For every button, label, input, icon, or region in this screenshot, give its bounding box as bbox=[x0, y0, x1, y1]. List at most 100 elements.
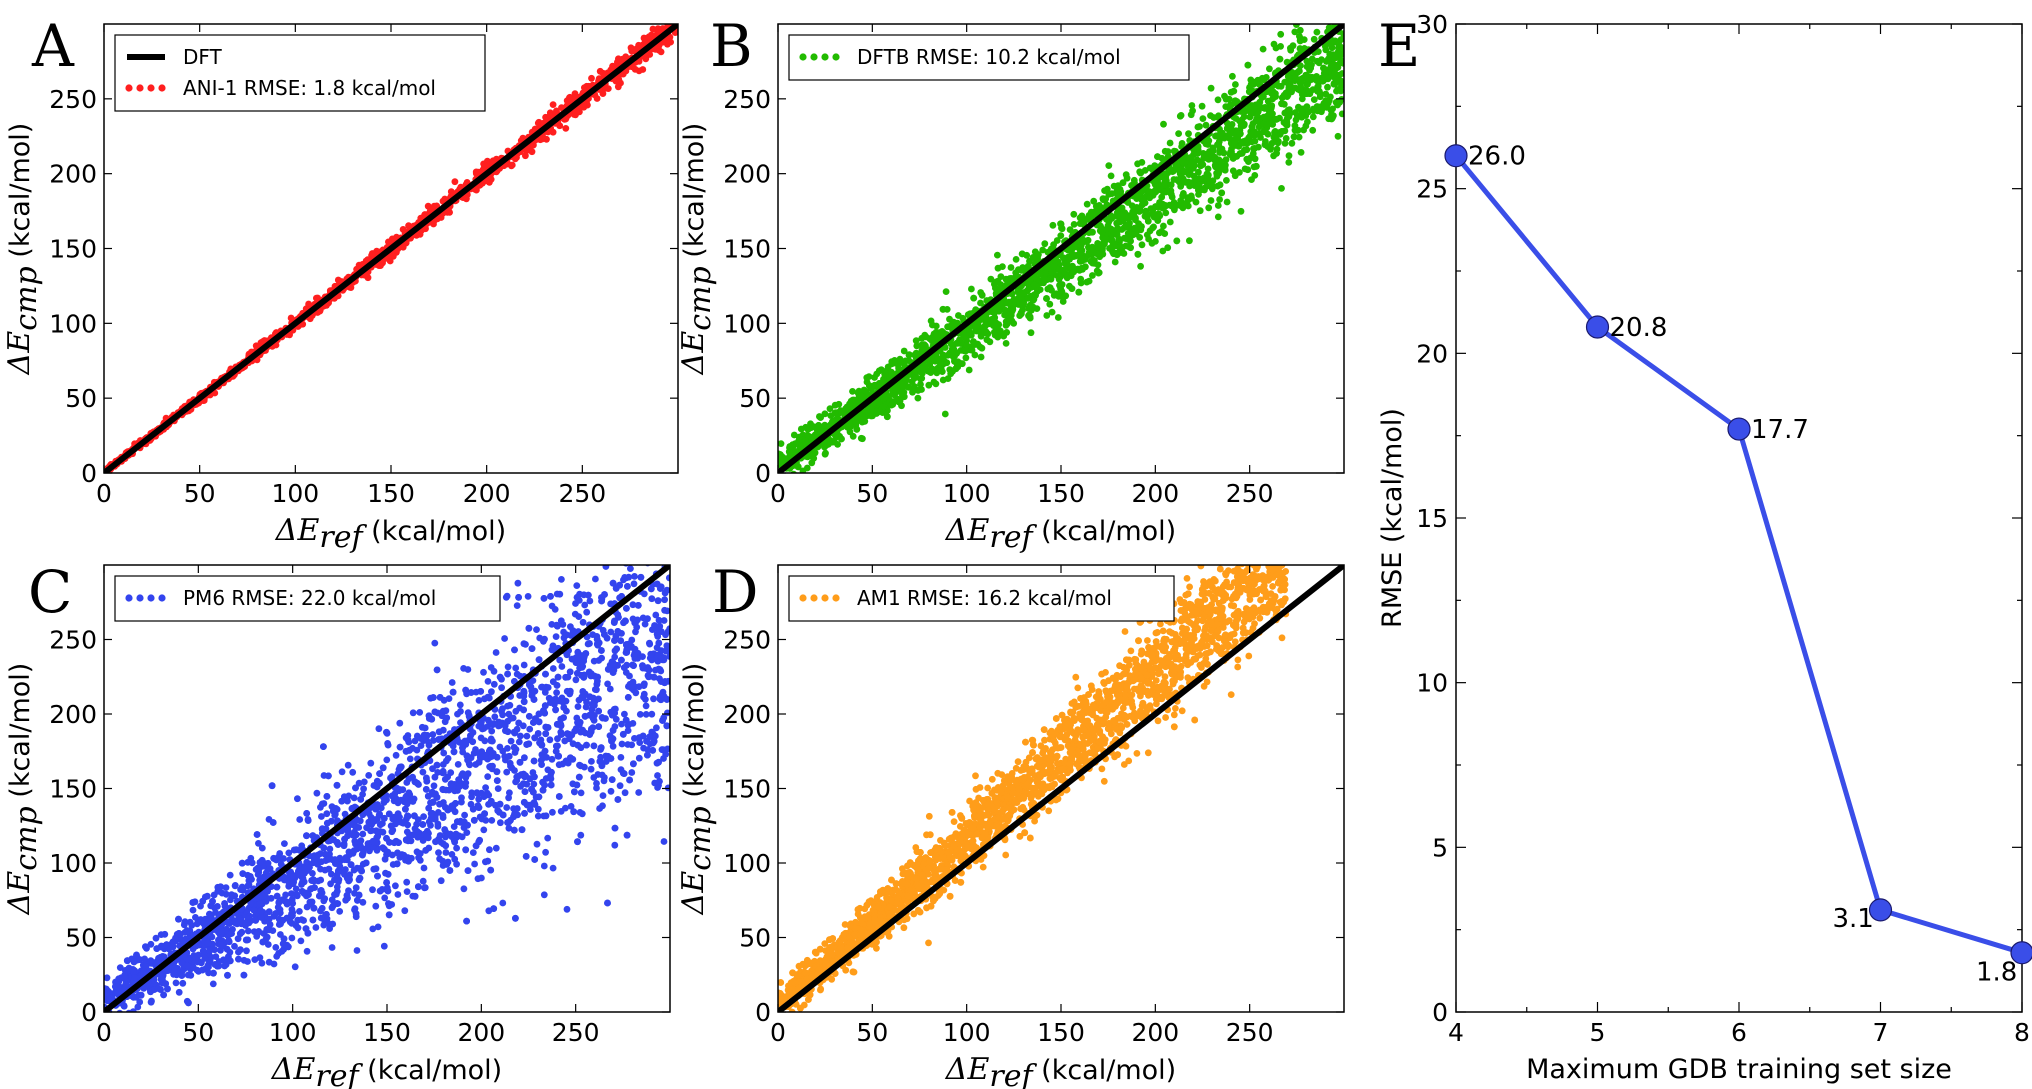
data-point bbox=[1006, 313, 1014, 321]
data-point bbox=[1146, 188, 1153, 196]
data-point bbox=[1316, 88, 1323, 95]
data-point bbox=[669, 17, 676, 24]
data-point bbox=[1116, 236, 1123, 243]
data-point bbox=[1313, 28, 1321, 36]
data-point bbox=[1322, 90, 1330, 98]
data-point bbox=[297, 937, 305, 945]
data-point bbox=[914, 394, 922, 402]
data-point bbox=[1237, 207, 1245, 215]
data-point bbox=[451, 178, 459, 186]
data-point bbox=[1266, 65, 1273, 73]
data-point bbox=[1089, 228, 1096, 236]
data-point bbox=[1044, 264, 1051, 272]
data-point bbox=[1108, 215, 1116, 222]
data-point bbox=[1003, 277, 1011, 285]
data-point bbox=[1177, 112, 1185, 119]
data-point bbox=[928, 357, 935, 364]
data-point bbox=[942, 288, 950, 295]
data-point bbox=[1306, 90, 1314, 97]
data-point bbox=[1048, 308, 1056, 316]
x-tick-label: 200 bbox=[1131, 479, 1179, 508]
data-point bbox=[902, 378, 909, 385]
data-point bbox=[1012, 256, 1020, 263]
data-point bbox=[642, 711, 650, 718]
y-axis-label: ΔEcmp (kcal/mol) bbox=[676, 123, 718, 376]
data-point bbox=[1007, 264, 1015, 271]
data-point bbox=[1101, 187, 1108, 195]
data-point bbox=[1180, 154, 1188, 162]
data-point bbox=[1253, 117, 1261, 125]
data-point bbox=[1026, 313, 1034, 321]
data-point bbox=[1128, 182, 1135, 189]
data-point bbox=[1334, 63, 1342, 71]
data-point bbox=[1214, 96, 1222, 104]
data-point bbox=[1054, 314, 1062, 321]
data-point bbox=[849, 432, 857, 440]
data-point bbox=[1202, 139, 1210, 147]
data-point bbox=[1326, 50, 1334, 58]
data-point bbox=[504, 663, 512, 671]
data-point bbox=[305, 300, 312, 308]
data-point bbox=[972, 324, 979, 332]
legend-marker-swatch bbox=[147, 84, 155, 92]
data-point bbox=[834, 441, 841, 448]
x-tick-label: 0 bbox=[770, 479, 786, 508]
data-point bbox=[1309, 113, 1317, 121]
data-point bbox=[1326, 16, 1333, 23]
data-point bbox=[1155, 180, 1163, 188]
data-point bbox=[1288, 139, 1296, 147]
data-point bbox=[396, 719, 404, 727]
data-point bbox=[1186, 237, 1193, 245]
data-point bbox=[1016, 312, 1024, 319]
data-point bbox=[1041, 275, 1049, 283]
data-point bbox=[1270, 40, 1278, 48]
data-point bbox=[1161, 147, 1169, 155]
data-point bbox=[1196, 207, 1204, 215]
data-point bbox=[1324, 83, 1331, 91]
data-point bbox=[631, 65, 639, 73]
data-point bbox=[1118, 204, 1126, 212]
data-point bbox=[944, 375, 952, 382]
data-point bbox=[1290, 133, 1298, 141]
data-point bbox=[1161, 202, 1169, 210]
data-point bbox=[1319, 13, 1326, 20]
data-point bbox=[1294, 69, 1301, 76]
legend-marker-swatch bbox=[125, 84, 133, 92]
data-point bbox=[829, 418, 836, 426]
data-point bbox=[987, 275, 995, 283]
data-point bbox=[368, 250, 376, 257]
data-point bbox=[849, 388, 856, 395]
data-point bbox=[1301, 45, 1308, 52]
data-point bbox=[410, 795, 418, 803]
data-point bbox=[1334, 132, 1342, 140]
data-point bbox=[1093, 267, 1101, 275]
data-point bbox=[1134, 250, 1142, 258]
data-point bbox=[588, 758, 595, 765]
data-point bbox=[994, 264, 1002, 272]
data-point bbox=[1216, 181, 1224, 189]
data-point bbox=[992, 278, 1000, 286]
data-point bbox=[1254, 76, 1262, 84]
data-point bbox=[1102, 225, 1110, 233]
panel-letter-b: B bbox=[710, 12, 753, 80]
data-point bbox=[1277, 43, 1284, 50]
data-point bbox=[1333, 11, 1340, 18]
data-point bbox=[1068, 250, 1076, 258]
data-point bbox=[1124, 229, 1132, 237]
data-point bbox=[1307, 9, 1314, 16]
data-point bbox=[116, 1009, 123, 1012]
data-point bbox=[1278, 127, 1286, 135]
data-point bbox=[350, 794, 358, 802]
data-point bbox=[1070, 268, 1078, 276]
data-point bbox=[267, 894, 275, 902]
data-point bbox=[1212, 163, 1219, 171]
data-point bbox=[968, 346, 976, 354]
data-point bbox=[1293, 127, 1301, 134]
data-point bbox=[1068, 285, 1076, 292]
data-point bbox=[865, 373, 873, 380]
data-point bbox=[948, 345, 956, 353]
data-point bbox=[823, 437, 831, 445]
data-point bbox=[978, 344, 986, 352]
data-point bbox=[1146, 164, 1154, 172]
x-tick-label: 0 bbox=[96, 479, 112, 508]
